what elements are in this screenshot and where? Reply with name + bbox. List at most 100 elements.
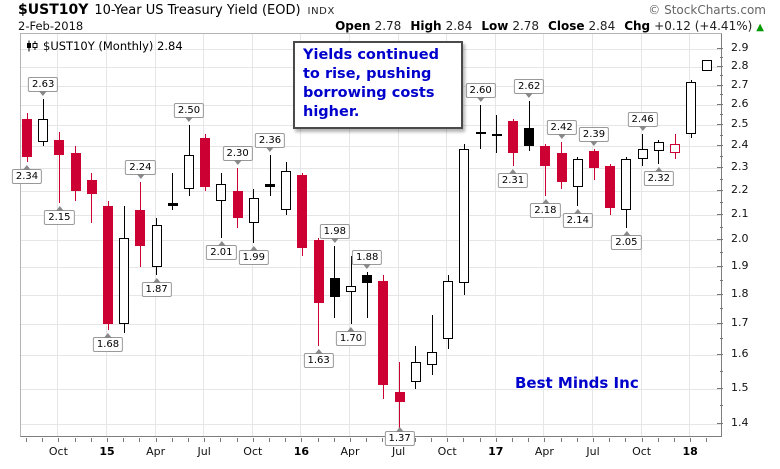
candle-body [22,119,32,158]
y-axis-tick [717,214,723,216]
x-axis-tick [107,438,108,442]
x-axis-label: Apr [534,445,554,458]
quote-row: 2-Feb-2018 Open 2.78 High 2.84 Low 2.78 … [0,19,780,33]
x-axis-tick [285,438,287,442]
x-axis-tick [479,438,481,442]
callout-pointer-icon [589,140,598,146]
candle-body [540,146,551,167]
x-axis-tick [706,438,708,442]
candle-body [670,144,680,153]
y-axis-minor-tick [720,56,723,58]
v-gridline [57,34,59,436]
y-axis-tick [717,124,723,126]
y-axis-minor-tick [720,178,723,180]
y-axis-label: 2.1 [731,207,749,221]
callout-pointer-icon [330,237,339,243]
open-value: 2.78 [374,19,402,33]
low-value: 2.78 [512,19,540,33]
candle-wick [528,101,530,151]
y-axis-minor-tick [720,134,723,136]
h-gridline [21,215,721,217]
callout-pointer-icon [573,208,582,214]
y-axis-label: 2.0 [731,232,749,246]
price-callout: 2.18 [530,198,561,218]
candle-body [410,361,421,382]
y-axis-tick [717,167,723,169]
x-axis-label: 17 [488,445,504,458]
y-axis-tick [717,239,723,241]
x-axis-tick [593,438,594,442]
y-axis-tick [717,354,723,356]
candle-wick [366,272,368,319]
y-axis-label: 1.5 [731,380,749,394]
callout-pointer-icon [395,427,404,432]
price-callout: 2.30 [222,146,253,166]
y-axis-minor-tick [720,404,723,406]
y-axis-label: 2.4 [731,138,749,152]
candle-body [621,159,632,211]
price-callout: 2.39 [578,126,610,146]
x-axis-tick [414,438,416,442]
price-callout: 2.14 [562,208,593,228]
candle-body [151,225,162,267]
price-callout: 1.68 [92,333,124,353]
chg-value: +0.12 (+4.41%) [654,19,753,33]
v-gridline [592,34,593,436]
y-axis-tick [717,265,723,267]
x-axis-label: 15 [99,445,115,458]
candle-body [378,280,389,386]
x-axis-tick [139,438,141,442]
callout-pointer-icon [103,333,112,339]
y-axis-minor-tick [720,370,723,372]
callout-pointer-icon [525,93,534,99]
y-axis-tick [717,293,723,295]
candle-body [702,59,713,71]
callout-pointer-icon [654,166,663,172]
x-axis-tick [431,438,432,442]
x-axis-tick [269,438,270,442]
y-axis-tick [717,190,723,192]
x-axis-tick [58,438,60,442]
x-axis-label: Apr [146,445,166,458]
candle-body [362,274,373,284]
price-callout: 2.05 [611,230,642,250]
y-axis-tick [717,84,723,86]
price-callout: 2.34 [11,164,43,184]
candle-body [265,184,275,187]
candle-body [572,159,583,187]
x-axis-label: Oct [437,445,457,458]
y-axis-tick [717,423,723,425]
chart-legend: $UST10Y (Monthly) 2.84 [26,39,183,53]
h-gridline [21,191,721,193]
callout-pointer-icon [152,277,161,283]
x-axis-tick [74,438,76,442]
y-axis-minor-tick [720,226,723,228]
y-axis-label: 2.8 [731,59,749,73]
y-axis-minor-tick [720,202,723,204]
callout-pointer-icon [217,240,226,246]
price-callout: 1.70 [335,327,367,347]
callout-pointer-icon [314,348,323,354]
copyright: © StockCharts.com [648,3,766,17]
price-callout: 2.32 [643,166,674,186]
x-axis-tick [544,438,546,442]
y-axis-minor-tick [720,338,723,340]
candle-body [329,277,340,298]
x-axis-tick [252,438,254,442]
price-callout: 2.46 [627,111,658,131]
candle-wick [480,105,482,149]
y-axis-minor-tick [720,279,723,281]
candle-body [313,240,324,304]
candle-wick [658,140,660,164]
candle-body [54,140,65,156]
callout-pointer-icon [265,147,274,153]
x-axis-tick [333,438,335,442]
x-axis-tick [171,438,173,442]
x-axis-tick [657,438,659,442]
y-axis-label: 1.8 [731,286,749,300]
callout-pointer-icon [363,264,372,270]
y-axis-label: 2.6 [731,97,749,111]
x-axis-label: Jul [197,445,211,458]
y-axis-minor-tick [720,94,723,96]
candle-body [346,286,356,292]
